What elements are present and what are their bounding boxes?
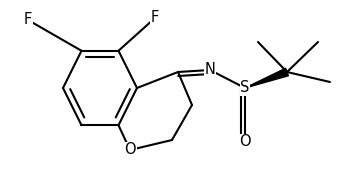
Text: S: S <box>240 80 250 95</box>
Text: N: N <box>205 63 215 78</box>
Text: F: F <box>24 12 32 27</box>
Text: F: F <box>151 11 159 26</box>
Polygon shape <box>245 68 288 88</box>
Text: O: O <box>239 135 251 150</box>
Text: O: O <box>124 142 136 157</box>
